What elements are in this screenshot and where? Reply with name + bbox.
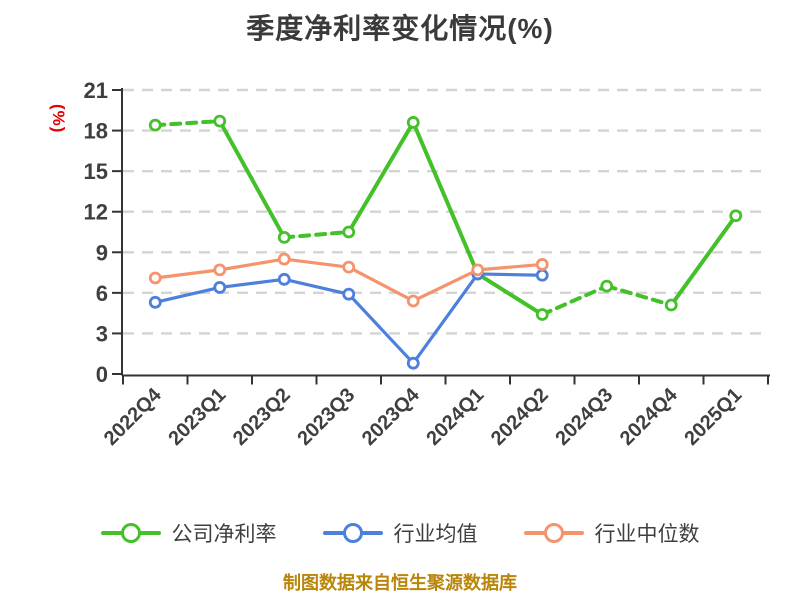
data-point-行业均值 xyxy=(342,287,356,301)
series-segment-行业均值 xyxy=(218,277,286,290)
data-point-行业中位数 xyxy=(535,258,549,271)
series-segment-公司净利率 xyxy=(540,284,609,317)
series-segment-公司净利率 xyxy=(669,213,738,308)
data-point-行业中位数 xyxy=(471,263,485,277)
series-segment-行业均值 xyxy=(153,285,222,304)
legend-label: 行业均值 xyxy=(393,523,478,546)
data-point-公司净利率 xyxy=(664,298,678,312)
x-tick-label: 2023Q3 xyxy=(293,384,359,450)
data-point-公司净利率 xyxy=(535,308,549,321)
y-tick-label: 0 xyxy=(96,362,108,387)
legend: 公司净利率 行业均值 行业中位数 xyxy=(0,518,800,548)
line-circle-marker-icon xyxy=(100,523,161,543)
x-tick-label: 2024Q3 xyxy=(551,384,617,450)
x-tick-label: 2023Q1 xyxy=(164,384,230,450)
x-tick-label: 2024Q2 xyxy=(487,384,553,450)
x-tick-label: 2025Q1 xyxy=(680,384,746,450)
line-circle-marker-icon xyxy=(523,523,584,543)
series-segment-公司净利率 xyxy=(411,120,480,276)
data-point-行业中位数 xyxy=(342,260,356,274)
series-segment-行业均值 xyxy=(476,272,544,277)
series-segment-公司净利率 xyxy=(604,284,674,308)
series-segment-行业中位数 xyxy=(153,268,222,280)
data-point-公司净利率 xyxy=(600,279,614,293)
series-segment-行业均值 xyxy=(411,272,480,365)
data-point-行业中位数 xyxy=(406,294,420,308)
legend-item-industry-median[interactable]: 行业中位数 xyxy=(523,518,700,548)
legend-label: 行业中位数 xyxy=(594,523,700,546)
data-point-公司净利率 xyxy=(277,231,291,244)
x-tick-label: 2023Q4 xyxy=(358,383,425,450)
x-tick-label: 2024Q1 xyxy=(422,384,488,450)
y-tick-label: 6 xyxy=(96,281,108,306)
series-segment-行业中位数 xyxy=(347,265,415,303)
line-circle-marker-icon xyxy=(322,523,383,543)
y-tick-label: 12 xyxy=(84,200,108,225)
data-point-行业中位数 xyxy=(277,252,291,266)
data-point-行业均值 xyxy=(277,272,291,286)
y-tick-label: 9 xyxy=(96,240,108,265)
y-tick-label: 18 xyxy=(84,119,108,144)
series-segment-行业中位数 xyxy=(476,262,544,272)
series-segment-行业中位数 xyxy=(411,268,480,303)
y-axis-unit-label: (%) xyxy=(49,104,68,134)
data-point-行业中位数 xyxy=(148,271,162,285)
data-point-公司净利率 xyxy=(729,209,743,223)
legend-item-industry-mean[interactable]: 行业均值 xyxy=(322,518,478,548)
data-point-行业均值 xyxy=(148,295,162,309)
chart-title: 季度净利率变化情况(%) xyxy=(246,13,554,44)
data-point-公司净利率 xyxy=(213,114,227,128)
data-point-行业均值 xyxy=(535,268,549,282)
series-segment-行业均值 xyxy=(282,277,351,296)
x-tick-label: 2024Q4 xyxy=(616,383,683,450)
series-segment-公司净利率 xyxy=(475,271,545,317)
data-point-行业均值 xyxy=(406,356,420,370)
x-tick-label: 2023Q2 xyxy=(229,384,295,450)
x-tick-label: 2022Q4 xyxy=(100,383,167,450)
series-segment-行业中位数 xyxy=(282,257,351,269)
data-point-公司净利率 xyxy=(406,116,420,129)
y-tick-label: 3 xyxy=(96,321,108,346)
legend-item-company-net-margin[interactable]: 公司净利率 xyxy=(100,518,277,548)
series-segment-公司净利率 xyxy=(282,230,351,240)
data-point-公司净利率 xyxy=(148,118,162,132)
data-point-行业中位数 xyxy=(213,263,227,277)
series-segment-公司净利率 xyxy=(153,119,222,128)
series-segment-行业中位数 xyxy=(218,257,286,272)
series-segment-公司净利率 xyxy=(346,120,416,234)
legend-label: 公司净利率 xyxy=(171,523,277,546)
series-segment-行业均值 xyxy=(347,292,415,365)
series-segment-公司净利率 xyxy=(217,119,287,240)
data-source-note: 制图数据来自恒生聚源数据库 xyxy=(283,573,517,593)
data-point-公司净利率 xyxy=(342,225,356,239)
data-point-行业均值 xyxy=(213,281,227,294)
y-tick-label: 15 xyxy=(84,159,108,184)
y-tick-label: 21 xyxy=(84,78,108,103)
